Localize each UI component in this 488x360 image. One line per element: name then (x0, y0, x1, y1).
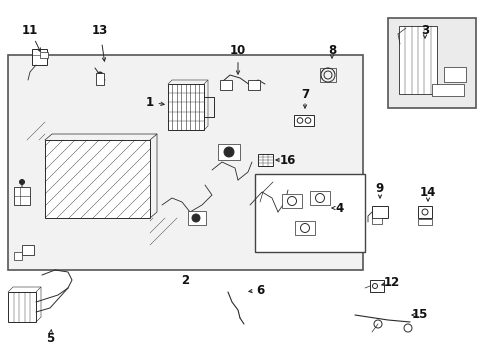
Text: 15: 15 (411, 309, 427, 321)
Circle shape (97, 72, 103, 78)
Circle shape (224, 147, 234, 157)
Bar (220, 80, 231, 90)
Text: 5: 5 (46, 332, 54, 345)
Bar (371, 206, 387, 218)
Text: 10: 10 (229, 44, 245, 57)
Text: 11: 11 (22, 23, 38, 36)
Text: 12: 12 (383, 275, 399, 288)
Bar (96, 73, 104, 85)
Bar (387, 18, 475, 108)
Bar (369, 280, 383, 292)
Circle shape (192, 214, 200, 222)
Bar (309, 191, 329, 205)
Bar (14, 252, 22, 260)
Bar (431, 84, 463, 96)
Bar (14, 187, 30, 205)
Bar (398, 26, 436, 94)
Bar (371, 218, 381, 224)
Text: 14: 14 (419, 185, 435, 198)
Bar (254, 174, 364, 252)
Text: 4: 4 (335, 202, 344, 215)
Bar (319, 68, 335, 82)
Bar (258, 154, 272, 166)
Circle shape (20, 180, 24, 184)
Text: 1: 1 (145, 95, 154, 108)
Bar (417, 219, 431, 225)
Text: 13: 13 (92, 23, 108, 36)
Text: 8: 8 (327, 44, 335, 57)
Bar (247, 80, 260, 90)
Text: 3: 3 (420, 23, 428, 36)
Text: 16: 16 (279, 153, 296, 166)
Bar (218, 144, 240, 160)
Bar (22, 245, 34, 255)
Text: 2: 2 (181, 274, 189, 287)
Bar (294, 221, 314, 235)
Bar (8, 55, 362, 270)
Bar (168, 84, 203, 130)
Bar (187, 211, 205, 225)
Bar (282, 194, 302, 208)
Text: 7: 7 (300, 89, 308, 102)
Bar (443, 67, 465, 82)
Bar (40, 52, 48, 58)
Text: 6: 6 (255, 284, 264, 297)
Bar (293, 115, 313, 126)
Text: 9: 9 (375, 181, 384, 194)
Bar (417, 206, 431, 218)
Bar (8, 292, 36, 322)
Bar (32, 49, 47, 65)
Bar (45, 140, 150, 218)
